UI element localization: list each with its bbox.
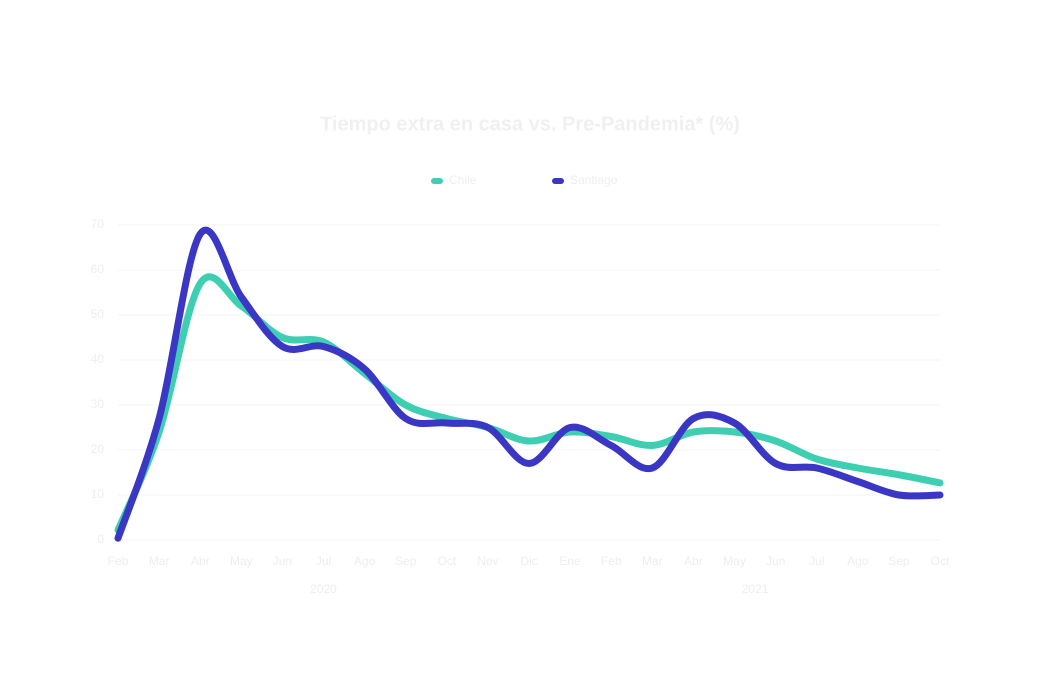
legend-label: Chile [449, 173, 477, 187]
x-tick-label: Abr [191, 554, 210, 568]
chart-title: Tiempo extra en casa vs. Pre-Pandemia* (… [320, 113, 740, 135]
y-tick-label: 50 [91, 307, 105, 321]
y-tick-label: 70 [91, 217, 105, 231]
x-tick-label: Jun [273, 554, 292, 568]
x-tick-label: Mar [149, 554, 170, 568]
y-tick-label: 40 [91, 352, 105, 366]
legend-label: Santiago [570, 173, 618, 187]
x-tick-label: May [723, 554, 746, 568]
y-tick-label: 10 [91, 487, 105, 501]
x-tick-label: May [230, 554, 253, 568]
series-line [114, 273, 944, 534]
x-tick-label: Jul [809, 554, 824, 568]
x-tick-label: Mar [642, 554, 663, 568]
year-label: 2020 [310, 582, 337, 596]
x-tick-label: Feb [108, 554, 129, 568]
year-label: 2021 [742, 582, 769, 596]
series-line [114, 226, 944, 542]
x-tick-label: Ene [559, 554, 581, 568]
x-tick-label: Jul [316, 554, 331, 568]
x-tick-label: Nov [477, 554, 498, 568]
x-tick-label: Abr [684, 554, 703, 568]
x-tick-label: Oct [931, 554, 950, 568]
x-tick-label: Feb [601, 554, 622, 568]
x-tick-label: Dic [520, 554, 537, 568]
y-tick-label: 60 [91, 262, 105, 276]
x-tick-label: Ago [354, 554, 376, 568]
x-tick-label: Sep [395, 554, 417, 568]
x-tick-label: Ago [847, 554, 869, 568]
y-tick-label: 0 [97, 532, 104, 546]
x-tick-label: Jun [766, 554, 785, 568]
y-tick-label: 30 [91, 397, 105, 411]
y-tick-label: 20 [91, 442, 105, 456]
x-tick-label: Oct [437, 554, 456, 568]
x-tick-label: Sep [888, 554, 910, 568]
